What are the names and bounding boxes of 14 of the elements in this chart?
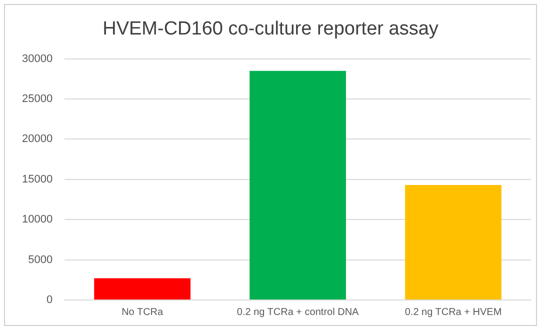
bar [94, 278, 191, 300]
bar [405, 185, 502, 300]
y-tick-label: 25000 [22, 93, 53, 106]
y-tick-label: 10000 [22, 214, 53, 226]
y-tick-label: 0 [46, 294, 53, 306]
x-tick-label: 0.2 ng TCRa + HVEM [404, 306, 502, 318]
y-tick-label: 20000 [22, 133, 53, 146]
x-tick-label: No TCRa [122, 306, 164, 318]
y-tick-label: 15000 [22, 173, 53, 186]
y-tick-label: 30000 [22, 52, 53, 65]
y-tick-label: 5000 [28, 254, 53, 266]
x-tick-label: 0.2 ng TCRa + control DNA [236, 306, 360, 318]
chart-title: HVEM-CD160 co-culture reporter assay [102, 18, 439, 40]
bar [250, 70, 346, 300]
